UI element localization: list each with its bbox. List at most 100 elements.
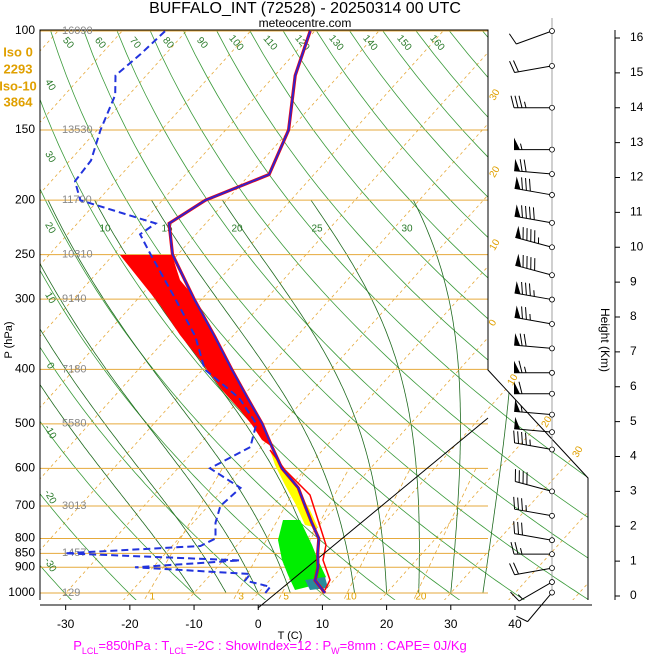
x-tick-label: 30: [444, 617, 458, 631]
isotherm: [375, 30, 588, 600]
barb-base: [549, 345, 555, 352]
barb-base: [549, 579, 555, 585]
barb-staff: [513, 521, 553, 541]
y-tick-label: 150: [15, 122, 35, 136]
mixing-ratio-label: 10: [346, 592, 358, 603]
barb-staff: [510, 95, 552, 109]
x-tick-label: -30: [57, 617, 75, 631]
barb-base: [549, 390, 555, 397]
footer: PLCL=850hPa : TLCL=-2C : ShowIndex=12 : …: [73, 638, 467, 655]
barb-pennant: [515, 253, 522, 267]
barb-staff: [514, 405, 553, 416]
barb-base: [549, 512, 555, 519]
y2-tick-label: 1: [630, 553, 637, 567]
level-height: 7180: [62, 363, 86, 375]
isopleth-label: 10: [488, 237, 503, 253]
freezing-value: 2293: [4, 61, 33, 76]
level-height: 10310: [62, 249, 93, 261]
barb-staff: [514, 360, 552, 374]
wind-barb: [516, 589, 555, 623]
hodo-line: [257, 417, 489, 609]
wind-barb: [514, 333, 555, 352]
dry-adiabat: [0, 31, 11, 605]
y2-tick-label: 5: [630, 414, 637, 428]
y2-axis-label: Height (Km): [598, 308, 612, 372]
mixing-ratio-line: [411, 468, 477, 600]
dry-adiabat: [40, 30, 142, 600]
isopleth-label: 30: [571, 444, 586, 460]
barb-staff: [514, 381, 552, 395]
isopleth-label: 80: [160, 35, 176, 51]
x-tick-label: 10: [316, 617, 330, 631]
wind-barb: [510, 542, 555, 558]
dry-adiabat: [149, 30, 588, 600]
isopleth-label: -30: [42, 556, 59, 574]
barb-staff: [514, 205, 553, 224]
level-height: 9140: [62, 293, 86, 305]
barb-base: [549, 104, 555, 111]
isopleth-label: 60: [92, 35, 108, 51]
isopleth-label: -10: [42, 423, 59, 441]
barb-staff: [515, 227, 553, 248]
barb-base: [549, 321, 555, 327]
barb-pennant: [514, 360, 520, 373]
isopleth-label: -20: [42, 488, 59, 506]
barb-base: [549, 219, 555, 226]
wind-barb: [508, 28, 555, 45]
wind-barb: [514, 381, 555, 397]
isopleth-label: 20: [540, 414, 555, 430]
isopleth-label: 70: [127, 35, 143, 51]
y2-tick-label: 9: [630, 274, 637, 288]
x-tick-label: -20: [121, 617, 139, 631]
barb-pennant: [514, 137, 520, 150]
wind-barb: [514, 305, 555, 327]
barb-base: [549, 192, 555, 198]
isopleth-label: 10: [99, 224, 111, 235]
isotherm: [311, 30, 588, 600]
barb-pennant: [514, 176, 521, 190]
barb-staff: [514, 333, 553, 349]
dry-adiabat: [282, 30, 588, 600]
footer-subscript: W: [331, 646, 340, 655]
y2-tick-label: 8: [630, 309, 637, 323]
parcel-line: [269, 449, 331, 591]
mixing-ratio-label: 3: [238, 592, 244, 603]
barb-pennant: [514, 381, 520, 394]
barb-base: [549, 537, 555, 544]
y2-tick-label: 14: [630, 100, 644, 114]
isopleth-label: 110: [261, 33, 280, 53]
barb-base: [549, 589, 555, 596]
level-height: 129: [62, 587, 80, 599]
barb-staff: [508, 30, 553, 45]
wind-barb: [514, 416, 555, 435]
chart-title: BUFFALO_INT (72528) - 20250314 00 UTC: [149, 0, 461, 17]
level-height: 16090: [62, 25, 93, 37]
barb-base: [549, 429, 555, 435]
barb-base: [549, 296, 555, 303]
y2-tick-label: 6: [630, 379, 637, 393]
x-tick-label: 40: [508, 617, 522, 631]
isopleth-label: 20: [488, 164, 503, 180]
dry-adiabat: [83, 30, 588, 600]
wind-barb: [510, 95, 555, 111]
y-tick-label: 900: [15, 559, 35, 573]
x-tick-label: 0: [255, 617, 262, 631]
barb-pennant: [514, 333, 521, 346]
y-tick-label: 400: [15, 362, 35, 376]
barb-staff: [509, 562, 553, 576]
y-tick-label: 850: [15, 546, 35, 560]
isotherm: [40, 30, 339, 600]
dry-adiabat: [40, 30, 207, 600]
y-tick-label: 600: [15, 460, 35, 474]
y-tick-label: 200: [15, 192, 35, 206]
isotherm: [183, 30, 588, 600]
freezing-label: Iso-10: [0, 78, 37, 93]
dry-adiabat: [449, 30, 588, 600]
barb-pennant: [514, 204, 521, 218]
y-tick-label: 300: [15, 291, 35, 305]
x-tick-label: 20: [380, 617, 394, 631]
level-height: 5580: [62, 418, 86, 430]
y2-tick-label: 13: [630, 135, 644, 149]
mixing-ratio-line: [340, 468, 411, 600]
